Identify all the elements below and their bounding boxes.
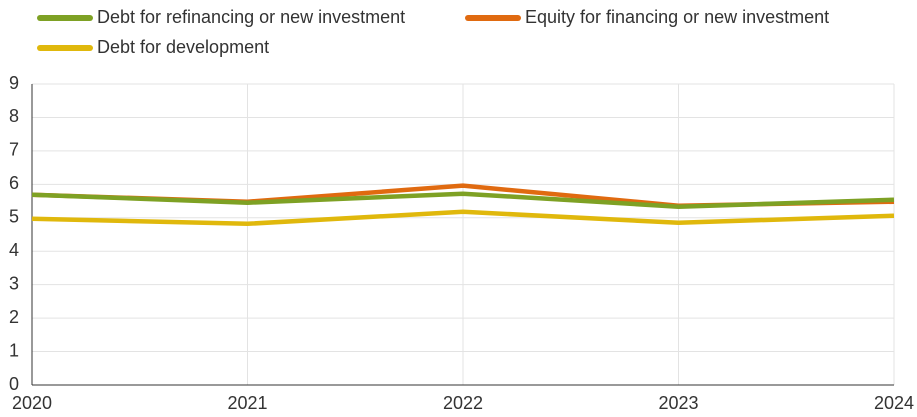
legend-label: Debt for refinancing or new investment bbox=[97, 7, 405, 27]
y-tick-label: 0 bbox=[9, 374, 19, 394]
legend-label: Equity for financing or new investment bbox=[525, 7, 829, 27]
y-tick-label: 6 bbox=[9, 173, 19, 193]
x-tick-label: 2024 bbox=[874, 393, 914, 413]
y-tick-label: 5 bbox=[9, 207, 19, 227]
y-tick-label: 8 bbox=[9, 106, 19, 126]
series-line bbox=[31, 191, 895, 209]
series-line bbox=[31, 209, 895, 227]
y-tick-label: 2 bbox=[9, 307, 19, 327]
y-tick-label: 7 bbox=[9, 140, 19, 160]
x-tick-label: 2023 bbox=[658, 393, 698, 413]
y-tick-label: 9 bbox=[9, 73, 19, 93]
x-tick-label: 2022 bbox=[443, 393, 483, 413]
y-tick-label: 3 bbox=[9, 273, 19, 293]
y-tick-label: 1 bbox=[9, 340, 19, 360]
y-tick-label: 4 bbox=[9, 240, 19, 260]
x-tick-label: 2021 bbox=[227, 393, 267, 413]
x-tick-label: 2020 bbox=[12, 393, 52, 413]
legend-label: Debt for development bbox=[97, 37, 269, 57]
